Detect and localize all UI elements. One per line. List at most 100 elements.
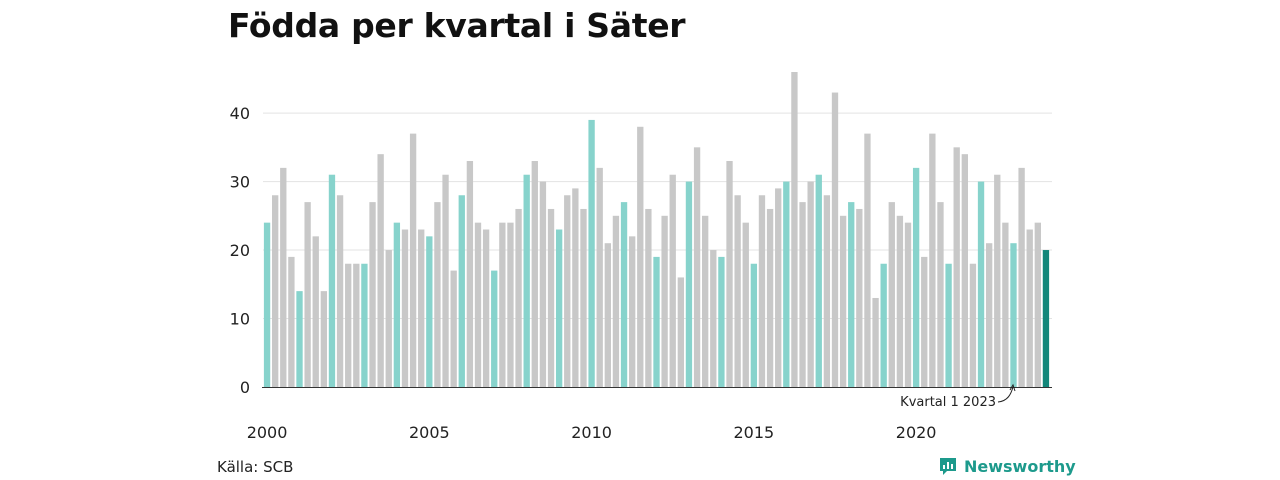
bar — [929, 133, 936, 387]
annotation-arrowhead — [1009, 383, 1016, 392]
bar — [1026, 229, 1033, 387]
bar-chart: 0 10 20 30 40 2000 2005 2010 2015 2020 Kvartal 1… — [230, 72, 1052, 442]
x-axis: 2000 2005 2010 2015 2020 — [247, 387, 1052, 442]
bar — [377, 154, 384, 387]
x-tick-label: 2010 — [571, 423, 612, 442]
bar — [693, 147, 701, 387]
bar — [758, 195, 766, 387]
bar — [523, 174, 530, 387]
newsworthy-logo-icon — [940, 458, 956, 475]
bar — [401, 229, 409, 387]
bar — [588, 119, 595, 388]
bar — [921, 256, 928, 387]
y-tick-label: 20 — [230, 241, 250, 260]
bar — [288, 256, 295, 387]
bar — [872, 297, 879, 387]
bar — [280, 167, 287, 387]
bar — [320, 291, 328, 387]
bar — [304, 202, 311, 387]
bar — [263, 222, 271, 387]
bar — [1042, 250, 1050, 387]
bar — [823, 195, 831, 387]
bar — [442, 174, 449, 387]
bar — [466, 161, 474, 387]
bar — [1002, 222, 1009, 387]
bar — [361, 263, 368, 387]
bar — [450, 270, 457, 387]
bar — [864, 133, 871, 387]
bar — [799, 202, 806, 387]
y-tick-label: 30 — [230, 173, 250, 192]
bar — [775, 188, 782, 387]
bar — [272, 195, 279, 387]
annotation-label: Kvartal 1 2023 — [900, 395, 996, 410]
bar — [669, 174, 676, 387]
bar — [856, 208, 863, 387]
bar — [369, 202, 376, 387]
bar — [604, 243, 611, 387]
bar — [531, 161, 538, 387]
bar — [564, 195, 571, 387]
source-note: Källa: SCB — [217, 458, 294, 476]
brand-logo[interactable]: Newsworthy — [938, 456, 1076, 476]
y-tick-label: 10 — [230, 310, 250, 329]
x-tick-label: 2005 — [409, 423, 450, 442]
annotation-arrow — [997, 386, 1014, 403]
bar — [637, 126, 644, 387]
bar — [385, 250, 392, 387]
bar — [353, 263, 360, 387]
bar — [807, 181, 814, 387]
bar — [629, 236, 636, 387]
bar — [434, 202, 441, 387]
bar — [734, 195, 741, 387]
bar — [710, 250, 717, 387]
bar — [458, 195, 465, 387]
bar — [702, 215, 709, 387]
bar — [969, 263, 977, 387]
bar — [1018, 167, 1025, 387]
bar — [474, 222, 482, 387]
bar — [685, 181, 693, 387]
y-axis: 0 10 20 30 40 — [230, 104, 250, 397]
annotation: Kvartal 1 2023 — [900, 383, 1016, 410]
bar — [896, 215, 904, 387]
bar — [718, 256, 725, 387]
bar — [393, 222, 401, 387]
bar — [888, 202, 895, 387]
bar — [491, 270, 498, 387]
bar — [904, 222, 912, 387]
bar — [661, 215, 668, 387]
bar — [726, 161, 733, 387]
bar — [994, 174, 1001, 387]
x-tick-label: 2000 — [247, 423, 288, 442]
bar — [507, 222, 514, 387]
x-tick-label: 2015 — [734, 423, 775, 442]
bar — [596, 167, 603, 387]
brand-name: Newsworthy — [964, 456, 1076, 476]
bar — [912, 167, 920, 387]
bar — [572, 188, 579, 387]
bar — [345, 263, 352, 387]
bar — [791, 72, 798, 387]
bar — [499, 222, 506, 387]
bar — [555, 229, 563, 387]
bar — [953, 147, 960, 387]
bar — [977, 181, 985, 387]
bar — [677, 277, 685, 387]
bar — [848, 202, 855, 387]
bar — [409, 133, 417, 387]
bar — [653, 256, 660, 387]
bar — [742, 222, 749, 387]
bar — [515, 208, 522, 387]
bar — [580, 208, 587, 387]
bar — [482, 229, 490, 387]
bar — [945, 263, 952, 387]
bar — [620, 202, 628, 387]
bar — [547, 208, 555, 387]
bar — [312, 236, 319, 387]
bar — [418, 229, 425, 387]
bar — [937, 202, 944, 387]
bar — [1010, 243, 1017, 387]
x-tick-label: 2020 — [896, 423, 937, 442]
chart-title: Födda per kvartal i Säter — [228, 6, 686, 45]
